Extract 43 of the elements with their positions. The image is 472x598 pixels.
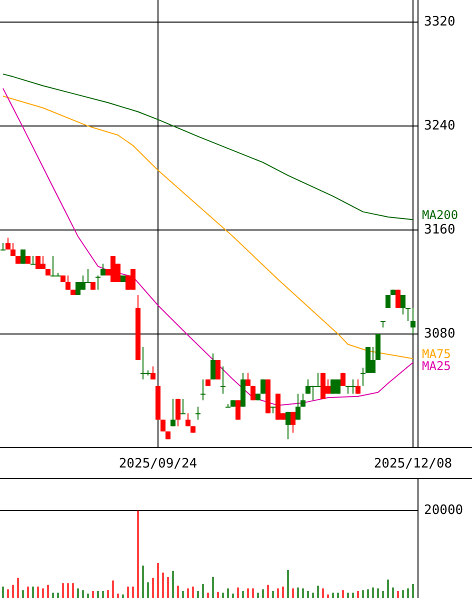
candlestick (290, 411, 296, 434)
candlestick (200, 378, 206, 401)
candlestick (410, 307, 416, 334)
candlestick (176, 398, 180, 427)
candlestick (340, 372, 346, 386)
line-series (2, 88, 414, 406)
candlestick (160, 419, 166, 432)
y-tick-label: 3080 (424, 326, 456, 342)
candlestick (6, 237, 10, 250)
candlestick (20, 248, 26, 264)
candlestick (30, 255, 36, 265)
candlestick (170, 398, 176, 427)
candlestick (226, 404, 230, 408)
line-series (2, 74, 414, 220)
series-label: MA75 (422, 346, 451, 361)
candlestick (186, 412, 190, 427)
candlestick (150, 366, 156, 380)
y-tick-label: 3240 (424, 118, 456, 134)
candlestick (0, 242, 6, 250)
candlestick (360, 367, 366, 386)
candlestick (246, 372, 250, 386)
series-label: MA200 (422, 208, 458, 222)
text: 20000 (424, 503, 464, 518)
candlestick (10, 242, 16, 256)
candlestick (220, 366, 226, 394)
candlestick (180, 398, 186, 414)
line-series (2, 96, 414, 360)
candlestick (196, 406, 200, 420)
y-tick-label: 3160 (424, 222, 456, 238)
candlestick (66, 274, 70, 290)
candlestick (296, 393, 300, 420)
candlestick (286, 411, 290, 440)
candlestick (210, 352, 216, 380)
series-label: MA25 (422, 358, 451, 373)
x-tick-label: 2025/12/08 (374, 456, 452, 472)
candlestick (96, 274, 100, 290)
candlestick (300, 393, 306, 408)
candlestick (406, 307, 410, 322)
candlestick (400, 294, 406, 315)
candlestick (100, 263, 106, 276)
y-tick-label: 3320 (424, 14, 456, 30)
x-tick-label: 2025/09/24 (118, 456, 198, 472)
candlestick (356, 378, 360, 394)
